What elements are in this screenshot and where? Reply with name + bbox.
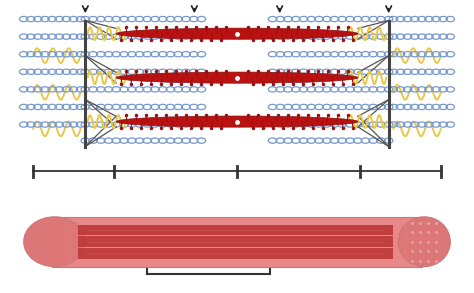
Bar — [52, 217, 422, 267]
Bar — [78, 248, 393, 259]
Bar — [78, 225, 393, 235]
Ellipse shape — [24, 217, 85, 267]
Bar — [78, 236, 393, 247]
Ellipse shape — [116, 116, 358, 127]
Ellipse shape — [116, 72, 358, 83]
Ellipse shape — [116, 28, 358, 39]
Ellipse shape — [398, 217, 450, 267]
